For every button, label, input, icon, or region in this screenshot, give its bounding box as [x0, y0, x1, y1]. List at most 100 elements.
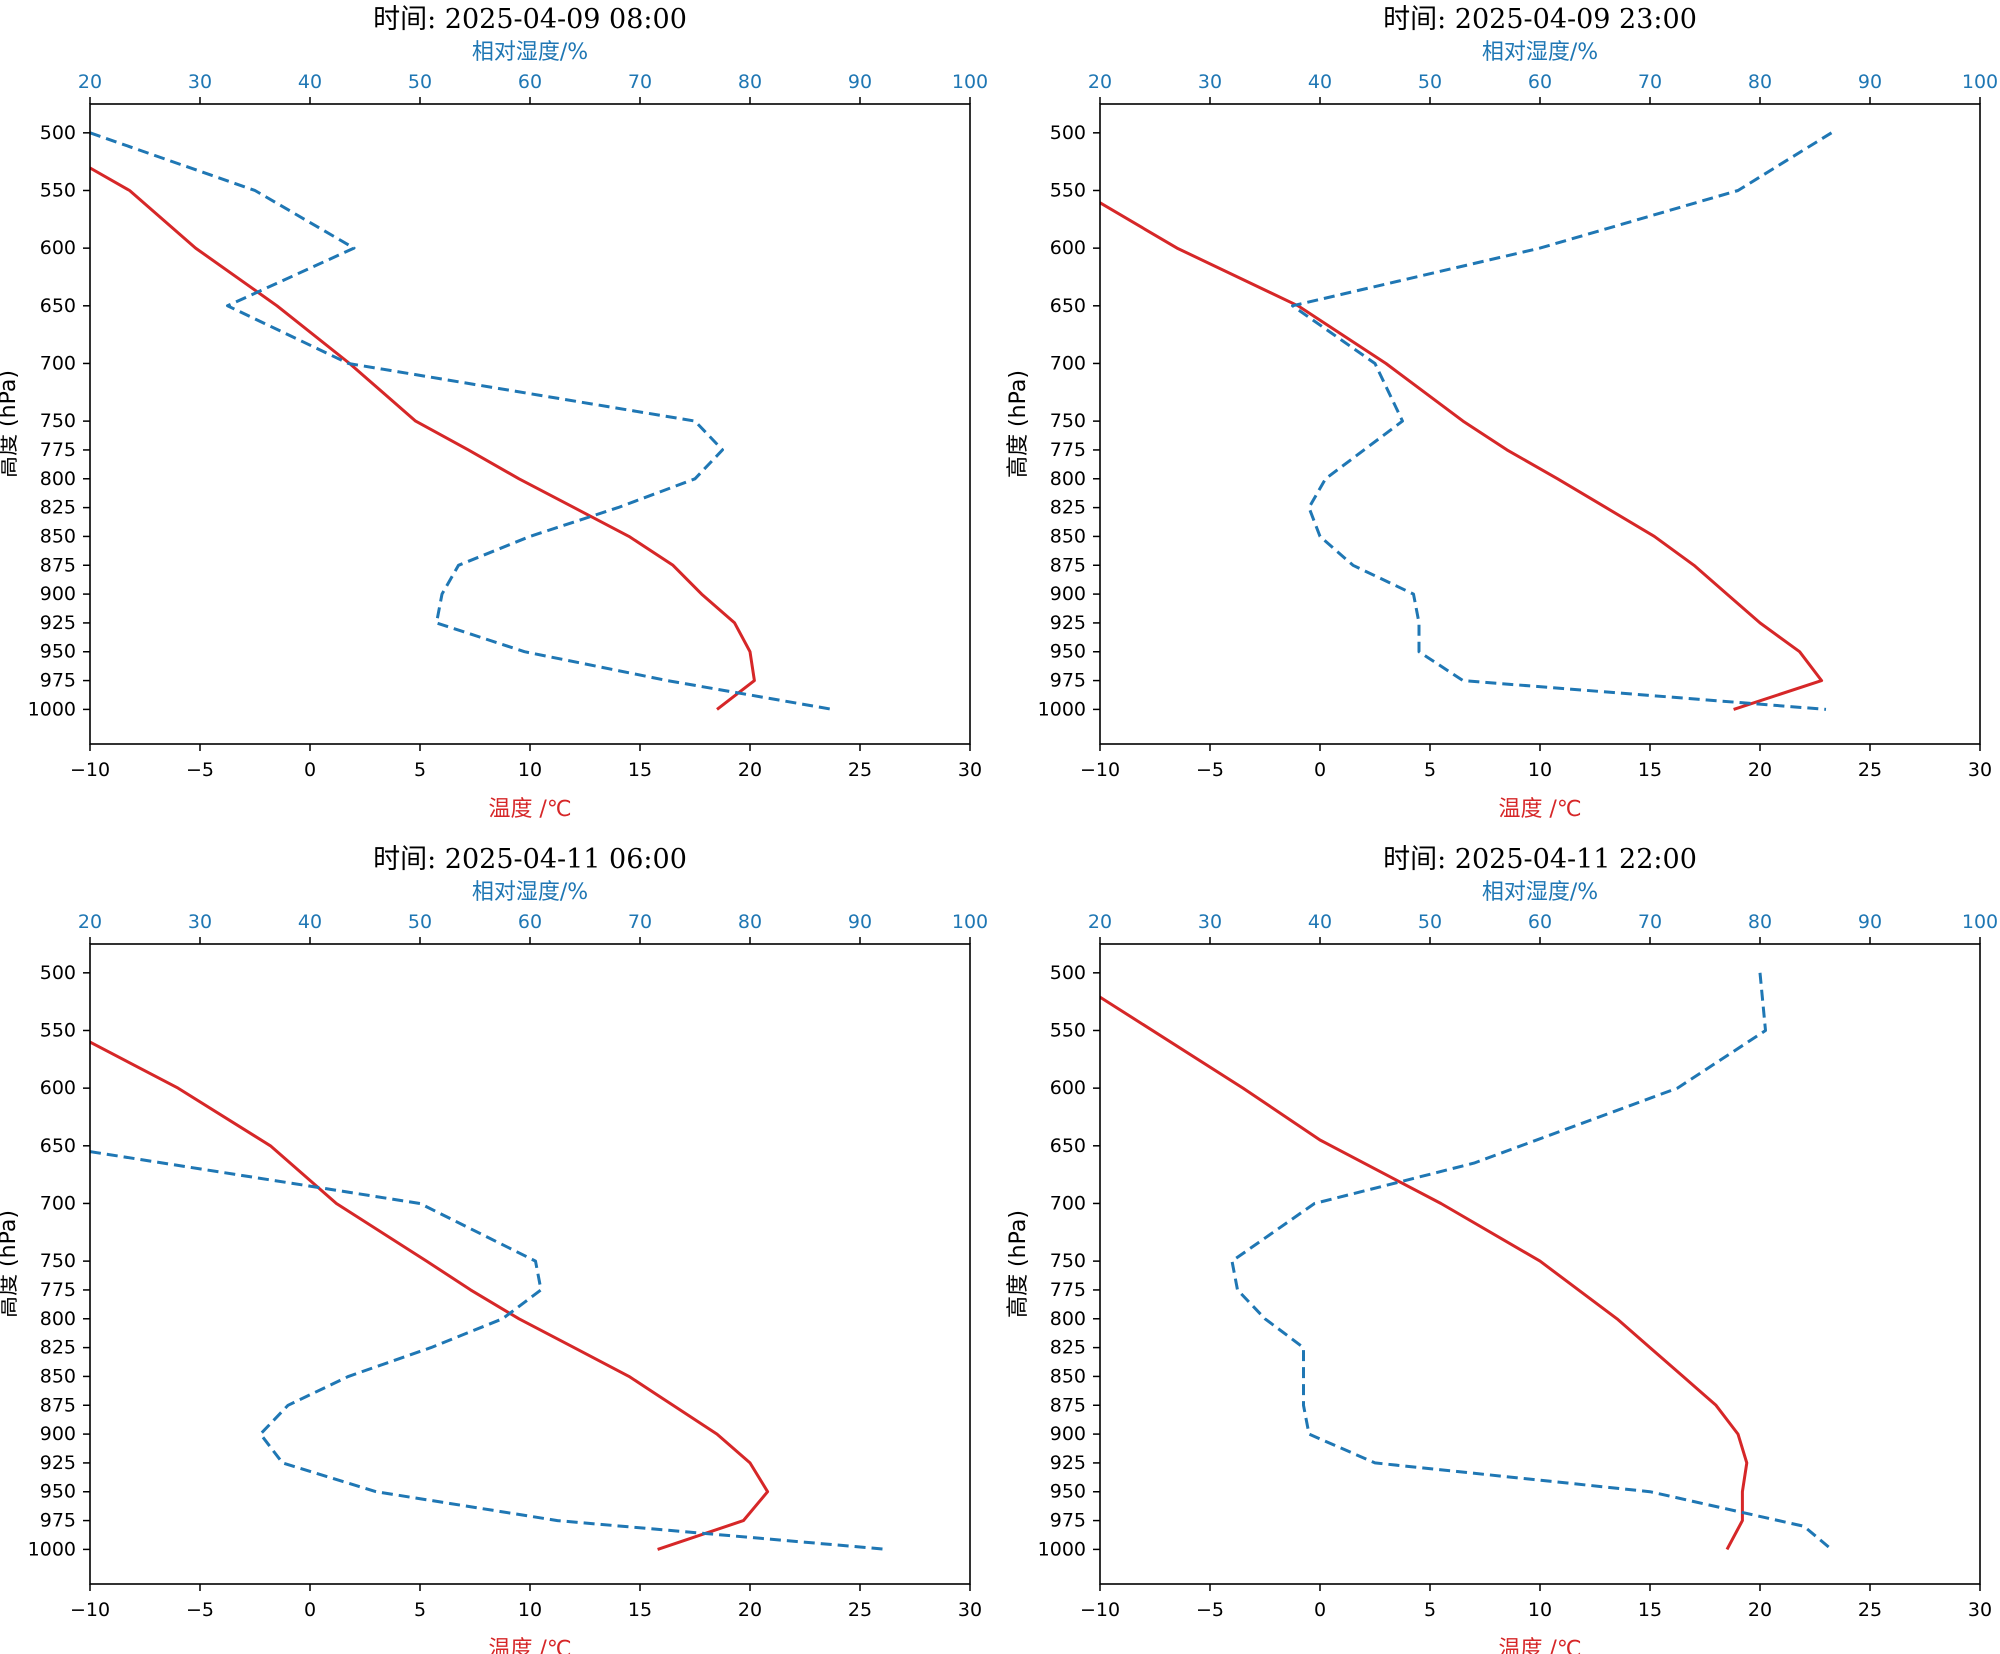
pressure-tick-label: 1000 — [28, 698, 76, 720]
plot-frame — [89, 943, 971, 1585]
rh-tick-label: 30 — [1198, 911, 1222, 933]
pressure-tick-label: 975 — [1050, 1510, 1086, 1532]
rh-axis-label: 相对湿度/% — [472, 40, 588, 65]
pressure-tick-label: 950 — [1050, 1481, 1086, 1503]
pressure-tick-label: 600 — [1050, 1077, 1086, 1099]
pressure-tick-label: 975 — [40, 1510, 76, 1532]
temperature-tick-label: 30 — [1968, 759, 1992, 781]
plot-frame — [1099, 103, 1981, 745]
rh-tick-label: 40 — [298, 71, 322, 93]
temperature-tick-label: 0 — [1314, 759, 1326, 781]
rh-tick-label: 60 — [518, 911, 542, 933]
temperature-tick-label: 5 — [1424, 1599, 1436, 1621]
chart-panel-3: 时间: 2025-04-11 06:00 相对湿度/% 温度 /℃ 高度 (hPa) −… — [0, 844, 988, 1654]
pressure-tick-label: 750 — [1050, 1250, 1086, 1272]
pressure-tick-label: 875 — [1050, 1394, 1086, 1416]
rh-tick-label: 20 — [1088, 71, 1112, 93]
rh-tick-label: 80 — [738, 71, 762, 93]
chart-panel-1: 时间: 2025-04-09 08:00 相对湿度/% 温度 /℃ 高度 (hPa) −… — [0, 4, 988, 822]
pressure-tick-label: 875 — [40, 1394, 76, 1416]
rh-tick-label: 30 — [188, 911, 212, 933]
pressure-tick-label: 975 — [40, 670, 76, 692]
rh-tick-label: 30 — [1198, 71, 1222, 93]
temperature-tick-label: −10 — [1080, 759, 1120, 781]
rh-profile-line — [1230, 972, 1833, 1551]
pressure-tick-label: 550 — [40, 1019, 76, 1041]
temperature-tick-label: 10 — [1528, 1599, 1552, 1621]
rh-tick-label: 80 — [1748, 71, 1772, 93]
rh-tick-label: 90 — [848, 911, 872, 933]
pressure-tick-label: 600 — [40, 237, 76, 259]
pressure-tick-label: 700 — [1050, 352, 1086, 374]
pressure-axis-label: 高度 (hPa) — [1006, 1210, 1031, 1318]
temperature-tick-label: 25 — [848, 759, 872, 781]
pressure-tick-label: 825 — [1050, 497, 1086, 519]
rh-tick-label: 70 — [628, 71, 652, 93]
pressure-tick-label: 775 — [40, 439, 76, 461]
rh-tick-label: 90 — [1858, 71, 1882, 93]
temperature-tick-label: 5 — [414, 1599, 426, 1621]
pressure-tick-label: 650 — [1050, 1135, 1086, 1157]
pressure-tick-label: 775 — [40, 1279, 76, 1301]
pressure-tick-label: 950 — [1050, 641, 1086, 663]
rh-tick-label: 100 — [952, 911, 988, 933]
pressure-tick-label: 550 — [1050, 179, 1086, 201]
rh-tick-label: 20 — [78, 71, 102, 93]
rh-tick-label: 60 — [518, 71, 542, 93]
pressure-tick-label: 825 — [1050, 1337, 1086, 1359]
temperature-tick-label: 0 — [304, 1599, 316, 1621]
chart-title: 时间: 2025-04-11 22:00 — [1383, 844, 1697, 875]
temperature-tick-label: 10 — [1528, 759, 1552, 781]
rh-tick-label: 60 — [1528, 911, 1552, 933]
rh-axis-label: 相对湿度/% — [1482, 880, 1598, 905]
rh-tick-label: 20 — [1088, 911, 1112, 933]
pressure-tick-label: 750 — [1050, 410, 1086, 432]
rh-tick-label: 50 — [408, 911, 432, 933]
temperature-tick-label: 15 — [628, 759, 652, 781]
pressure-tick-label: 700 — [40, 1192, 76, 1214]
pressure-tick-label: 600 — [40, 1077, 76, 1099]
rh-tick-label: 50 — [1418, 71, 1442, 93]
pressure-axis-label: 高度 (hPa) — [0, 370, 21, 478]
temperature-tick-label: 30 — [958, 1599, 982, 1621]
rh-tick-label: 90 — [848, 71, 872, 93]
pressure-tick-label: 500 — [40, 962, 76, 984]
pressure-tick-label: 500 — [40, 122, 76, 144]
pressure-tick-label: 875 — [40, 554, 76, 576]
pressure-tick-label: 900 — [1050, 1423, 1086, 1445]
chart-title: 时间: 2025-04-11 06:00 — [373, 844, 687, 875]
pressure-tick-label: 850 — [40, 1365, 76, 1387]
pressure-tick-label: 900 — [1050, 583, 1086, 605]
temperature-profile-line — [90, 166, 756, 711]
pressure-tick-label: 800 — [40, 468, 76, 490]
chart-title: 时间: 2025-04-09 23:00 — [1383, 4, 1697, 35]
temperature-tick-label: −5 — [186, 759, 214, 781]
pressure-tick-label: 650 — [1050, 295, 1086, 317]
pressure-tick-label: 700 — [40, 352, 76, 374]
pressure-tick-label: 925 — [40, 1452, 76, 1474]
temperature-tick-label: 15 — [1638, 759, 1662, 781]
temperature-tick-label: −5 — [1196, 1599, 1224, 1621]
rh-profile-line — [1291, 131, 1833, 711]
temperature-tick-label: 15 — [1638, 1599, 1662, 1621]
rh-tick-label: 70 — [628, 911, 652, 933]
pressure-tick-label: 550 — [1050, 1019, 1086, 1041]
pressure-axis-label: 高度 (hPa) — [1006, 370, 1031, 478]
pressure-tick-label: 700 — [1050, 1192, 1086, 1214]
pressure-tick-label: 925 — [1050, 612, 1086, 634]
pressure-tick-label: 900 — [40, 1423, 76, 1445]
pressure-tick-label: 950 — [40, 1481, 76, 1503]
temperature-tick-label: 20 — [738, 759, 762, 781]
chart-panel-2: 时间: 2025-04-09 23:00 相对湿度/% 温度 /℃ 高度 (hPa) −… — [1006, 4, 1998, 822]
pressure-tick-label: 750 — [40, 410, 76, 432]
pressure-tick-label: 875 — [1050, 554, 1086, 576]
temperature-tick-label: −5 — [1196, 759, 1224, 781]
pressure-tick-label: 500 — [1050, 122, 1086, 144]
rh-tick-label: 40 — [1308, 71, 1332, 93]
rh-tick-label: 80 — [1748, 911, 1772, 933]
temperature-tick-label: −10 — [70, 1599, 110, 1621]
pressure-tick-label: 1000 — [28, 1538, 76, 1560]
temperature-tick-label: 30 — [1968, 1599, 1992, 1621]
rh-tick-label: 50 — [1418, 911, 1442, 933]
temperature-profile-line — [90, 1040, 770, 1551]
